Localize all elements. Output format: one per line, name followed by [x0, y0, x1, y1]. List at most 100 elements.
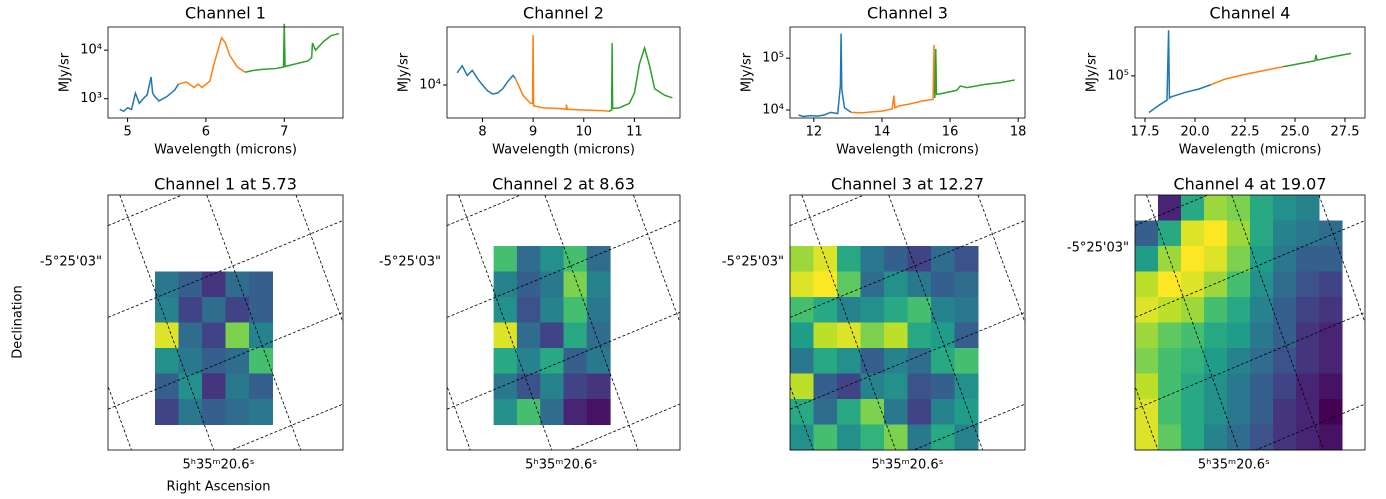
pixel [1250, 195, 1274, 221]
pixel [516, 373, 541, 400]
pixel [1273, 348, 1297, 374]
x-tick-label: 5 [123, 125, 131, 140]
wcs-grid-line [1146, 195, 1239, 450]
pixel [813, 246, 838, 272]
wcs-grid-line [544, 195, 639, 450]
y-tick-label: -5°25'03" [40, 255, 102, 270]
pixel [1158, 399, 1182, 425]
axes-frame [1134, 194, 1366, 451]
wcs-grid-line [230, 403, 343, 450]
pixel [586, 399, 611, 425]
pixel [907, 399, 932, 425]
pixel [1204, 322, 1228, 349]
pixel [202, 399, 226, 425]
x-tick-label: 12 [806, 125, 823, 140]
wcs-grid-line [912, 403, 1025, 450]
wcs-grid-line [108, 195, 184, 226]
pixel [1319, 297, 1343, 323]
x-tick-label: 8 [478, 125, 486, 140]
pixel [249, 271, 273, 298]
pixel [1319, 271, 1343, 298]
pixel [884, 297, 908, 323]
wcs-grid-line [108, 385, 132, 450]
wcs-grid-line [790, 195, 866, 226]
pixel [202, 297, 226, 323]
pixel [1181, 348, 1205, 374]
pixel [884, 373, 908, 400]
pixel [178, 348, 203, 374]
pixel [837, 373, 861, 400]
wcs-grid-line [568, 403, 680, 450]
wcs-grid-line [447, 195, 522, 226]
pixel [1273, 399, 1297, 425]
spectrum-line [798, 33, 852, 118]
pixel [155, 322, 179, 349]
pixel [1181, 322, 1205, 349]
pixel [1296, 246, 1320, 272]
x-tick-label: 10 [575, 125, 592, 140]
y-tick-label: 10⁴ [419, 77, 441, 92]
spectrum-line [1282, 52, 1352, 68]
pixel [493, 246, 518, 272]
pixel [1319, 220, 1343, 247]
pixel [1204, 348, 1228, 374]
pixel [1158, 246, 1182, 272]
pixel [516, 399, 541, 425]
pixel [860, 246, 885, 272]
x-axis-label: Wavelength (microns) [492, 143, 635, 158]
pixel [860, 271, 885, 298]
wcs-grid-line [108, 311, 343, 410]
pixel [202, 271, 226, 298]
x-tick-label: 5ʰ35ᵐ20.6ˢ [1198, 458, 1270, 473]
pixel [1273, 297, 1297, 323]
x-axis-label: Wavelength (microns) [154, 143, 297, 158]
wcs-grid-line [888, 195, 984, 450]
pixel [178, 322, 203, 349]
pixel [155, 348, 179, 374]
pixel [1181, 246, 1205, 272]
y-tick-label: 10⁵ [762, 51, 784, 66]
pixel [790, 297, 814, 323]
pixel [540, 399, 564, 425]
pixel [563, 246, 588, 272]
pixel [837, 246, 861, 272]
pixel [1227, 373, 1251, 400]
pixel [586, 348, 611, 374]
pixel [249, 348, 273, 374]
pixel [837, 322, 861, 349]
pixel [1181, 399, 1205, 425]
x-tick-label: 17.5 [1131, 125, 1160, 140]
y-tick-label: 10⁴ [80, 43, 102, 58]
pixel [1227, 246, 1251, 272]
pixel [884, 246, 908, 272]
pixel [954, 399, 979, 425]
pixel [813, 297, 838, 323]
axes-frame [789, 194, 1026, 451]
pixel [1135, 322, 1159, 349]
pixel [1296, 271, 1320, 298]
pixel [516, 348, 541, 374]
pixel [813, 373, 838, 400]
pixel [813, 271, 838, 298]
spectrum-line [851, 44, 936, 114]
spectrum-line [1210, 66, 1284, 86]
pixel [837, 297, 861, 323]
wcs-grid-line [295, 195, 343, 324]
pixel [586, 322, 611, 349]
pixel [1135, 271, 1159, 298]
pixel [907, 271, 932, 298]
pixel [1135, 348, 1159, 374]
wcs-grid [108, 195, 343, 450]
chart-title: Channel 2 [523, 4, 604, 23]
pixel [540, 297, 564, 323]
pixel [493, 348, 518, 374]
wcs-grid-line [119, 195, 215, 450]
pixel [516, 246, 541, 272]
pixel [1158, 297, 1182, 323]
chart-title: Channel 4 at 19.07 [1173, 175, 1326, 194]
pixel [516, 322, 541, 349]
pixel [249, 399, 273, 425]
spectrum-line [934, 49, 1015, 99]
pixel [954, 373, 979, 400]
pixel [1158, 322, 1182, 349]
